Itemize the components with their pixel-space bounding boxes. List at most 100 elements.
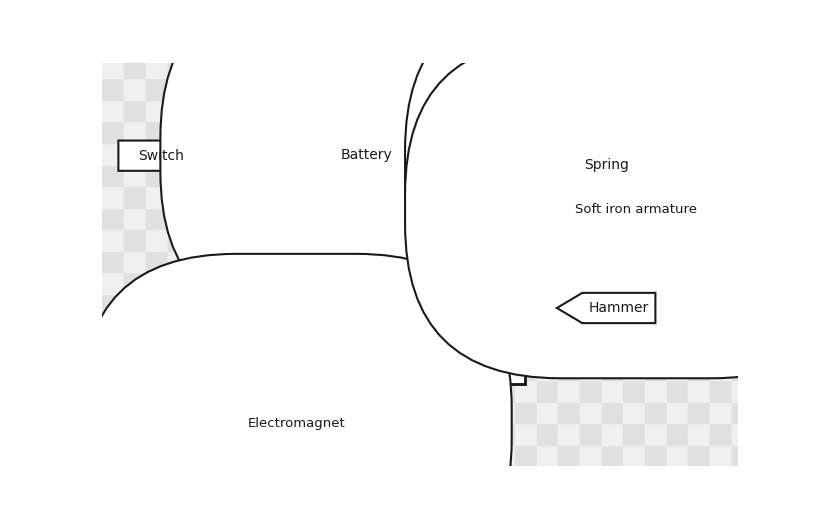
Bar xyxy=(666,358,688,380)
Bar xyxy=(601,78,622,100)
Bar xyxy=(319,208,341,229)
Bar xyxy=(666,100,688,122)
Bar xyxy=(384,337,405,358)
Bar xyxy=(471,143,492,165)
Bar xyxy=(319,337,341,358)
Bar xyxy=(449,78,471,100)
Bar xyxy=(428,380,449,402)
Bar xyxy=(254,251,276,272)
Bar xyxy=(341,402,363,423)
Bar xyxy=(492,445,514,466)
Bar xyxy=(254,358,276,380)
Bar xyxy=(341,337,363,358)
Bar xyxy=(297,229,319,251)
Bar xyxy=(233,358,254,380)
Bar xyxy=(645,294,666,315)
Bar xyxy=(709,315,731,337)
Bar xyxy=(341,380,363,402)
Bar xyxy=(601,315,622,337)
Bar xyxy=(167,380,189,402)
Bar xyxy=(124,165,146,186)
Bar xyxy=(146,423,167,445)
Text: Battery: Battery xyxy=(340,148,391,162)
Bar xyxy=(405,100,428,122)
Bar xyxy=(579,402,601,423)
Bar xyxy=(254,78,276,100)
Bar xyxy=(167,165,189,186)
Bar xyxy=(622,165,645,186)
Bar xyxy=(514,35,536,57)
Bar xyxy=(428,294,449,315)
Bar xyxy=(688,337,709,358)
Bar xyxy=(622,208,645,229)
Bar xyxy=(449,445,471,466)
Bar xyxy=(622,78,645,100)
Bar xyxy=(254,294,276,315)
Bar xyxy=(276,143,297,165)
Bar xyxy=(645,251,666,272)
Bar xyxy=(167,122,189,143)
Bar xyxy=(405,445,428,466)
Bar xyxy=(233,402,254,423)
Bar xyxy=(124,186,146,208)
Bar xyxy=(102,57,124,78)
Bar xyxy=(709,57,731,78)
Bar xyxy=(124,337,146,358)
Bar xyxy=(666,122,688,143)
Bar xyxy=(297,186,319,208)
Bar xyxy=(645,402,666,423)
Bar xyxy=(601,294,622,315)
Bar xyxy=(276,186,297,208)
Bar xyxy=(210,445,233,466)
Bar xyxy=(102,251,124,272)
Bar xyxy=(753,208,774,229)
Bar xyxy=(363,423,384,445)
Bar xyxy=(753,78,774,100)
Bar xyxy=(146,78,167,100)
Bar xyxy=(189,165,210,186)
Bar xyxy=(276,208,297,229)
Text: Hammer: Hammer xyxy=(588,301,648,315)
Bar xyxy=(233,143,254,165)
Bar xyxy=(645,337,666,358)
FancyBboxPatch shape xyxy=(405,40,819,378)
Bar xyxy=(645,229,666,251)
Bar xyxy=(297,294,319,315)
Bar xyxy=(471,78,492,100)
Bar xyxy=(601,165,622,186)
Bar xyxy=(405,380,428,402)
Bar xyxy=(688,143,709,165)
Bar xyxy=(492,78,514,100)
Bar xyxy=(124,122,146,143)
Bar xyxy=(514,272,536,294)
Bar xyxy=(428,315,449,337)
Bar xyxy=(622,122,645,143)
Bar xyxy=(622,315,645,337)
Bar xyxy=(341,251,363,272)
Bar xyxy=(731,380,753,402)
Bar xyxy=(622,380,645,402)
Bar xyxy=(254,337,276,358)
Circle shape xyxy=(507,340,530,363)
Bar xyxy=(210,208,233,229)
Bar xyxy=(319,402,341,423)
Bar xyxy=(405,315,428,337)
Bar xyxy=(666,57,688,78)
Bar xyxy=(645,35,666,57)
Bar xyxy=(341,57,363,78)
Bar xyxy=(102,423,124,445)
Bar xyxy=(579,35,601,57)
Bar xyxy=(622,251,645,272)
Bar xyxy=(471,358,492,380)
Bar xyxy=(558,165,579,186)
Bar xyxy=(514,143,536,165)
Bar xyxy=(210,294,233,315)
Bar xyxy=(276,122,297,143)
Bar xyxy=(233,445,254,466)
Bar xyxy=(471,186,492,208)
Bar xyxy=(449,57,471,78)
Bar xyxy=(384,294,405,315)
Bar xyxy=(319,229,341,251)
Polygon shape xyxy=(233,191,486,230)
Bar xyxy=(363,445,384,466)
